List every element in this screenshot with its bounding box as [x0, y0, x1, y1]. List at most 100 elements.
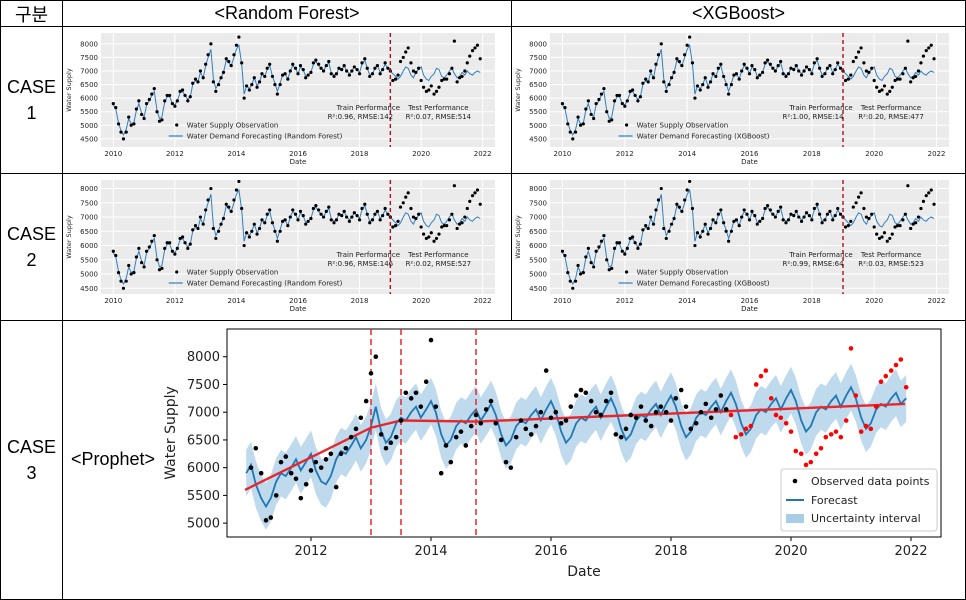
prophet-ytick-label: 6500: [187, 433, 220, 448]
chart-0-observed-point: [319, 66, 323, 70]
chart-0-observed-point: [209, 42, 213, 46]
case-1-xgb-cell: 2010 2012 2014 2016 2018 2020 2022 4500 5000 5500…: [511, 26, 966, 174]
chart-1-observed-point: [560, 101, 565, 106]
chart-2-observed-point: [216, 229, 221, 233]
chart-2-observed-point: [198, 215, 203, 219]
chart-1-observed-point: [683, 53, 687, 57]
chart-3-observed-point: [846, 224, 850, 228]
chart-0-ytick-label: 7500: [80, 54, 98, 62]
chart-0-observed-point: [324, 63, 328, 68]
prophet-observed-point: [503, 459, 509, 465]
chart-2-observed-point: [442, 224, 446, 228]
chart-1-observed-point: [818, 66, 822, 70]
chart-3-observed-point: [623, 252, 627, 256]
header-corner-label: 구분: [14, 4, 49, 25]
chart-0-observed-point: [273, 82, 277, 87]
chart-3-ytick-label: 4500: [529, 285, 547, 293]
chart-3-observed-point: [706, 232, 710, 236]
chart-2-observed-point: [458, 222, 462, 226]
case-2-number: 2: [26, 250, 37, 270]
chart-1-test-title: Test Performance: [860, 104, 921, 112]
chart-1-observed-point: [597, 97, 601, 102]
chart-2-observed-point: [163, 246, 167, 250]
prophet-test-point: [838, 434, 844, 440]
chart-2-observed-point: [329, 218, 333, 222]
prophet-observed-point: [583, 390, 589, 396]
chart-0-observed-point: [188, 95, 192, 99]
chart-0-observed-point: [406, 46, 410, 50]
chart-0-observed-point: [129, 123, 133, 127]
chart-3-observed-point: [672, 216, 676, 221]
chart-3-observed-point: [675, 202, 679, 206]
chart-2-observed-point: [193, 224, 198, 228]
chart-0-observed-point: [296, 72, 300, 76]
chart-1-observed-point: [846, 77, 850, 81]
chart-1-ytick-label: 7500: [529, 54, 547, 62]
chart-3-observed-point: [599, 239, 604, 243]
chart-2-observed-point: [373, 212, 377, 216]
prophet-observed-point: [368, 371, 374, 376]
chart-2-observed-point: [355, 214, 359, 218]
chart-1-observed-point: [732, 73, 736, 77]
chart-0-observed-point: [224, 57, 228, 61]
chart-2-observed-point: [237, 179, 241, 184]
prophet-observed-point: [393, 434, 399, 440]
chart-1-observed-point: [838, 66, 843, 70]
chart-2-observed-point: [429, 231, 433, 235]
chart-3-observed-point: [566, 271, 570, 275]
chart-3-observed-point: [882, 231, 887, 235]
chart-2-observed-point: [311, 206, 315, 211]
chart-0-observed-point: [242, 96, 246, 100]
chart-1-observed-point: [592, 116, 596, 121]
prophet-test-point: [848, 346, 854, 351]
chart-1-observed-point: [828, 63, 832, 68]
chart-3-xlabel: Date: [741, 305, 758, 313]
prophet-test-point: [823, 434, 829, 440]
chart-1-observed-point: [711, 72, 715, 76]
chart-3-observed-point: [584, 255, 588, 259]
prophet-observed-point: [628, 412, 634, 418]
chart-3-ytick-label: 7500: [529, 199, 547, 207]
chart-1-ytick-label: 5500: [529, 108, 547, 116]
chart-0-test-metrics: R²:0.07, RMSE:514: [406, 113, 472, 121]
chart-0-observed-point: [475, 43, 480, 47]
chart-1-observed-point: [929, 43, 933, 47]
chart-2-observed-point: [445, 224, 449, 228]
chart-2-observed-point: [378, 218, 382, 222]
chart-0-ytick-label: 7000: [80, 68, 98, 76]
prophet-observed-point: [483, 407, 489, 412]
chart-1-xtick-label: 2012: [616, 150, 634, 158]
chart-0-xtick-label: 2010: [104, 150, 122, 158]
prophet-legend-band-marker: [786, 514, 804, 523]
chart-1-observed-point: [786, 72, 791, 76]
chart-2-ytick-label: 5000: [80, 271, 98, 279]
case-1-rf-chart: 2010 2012 2014 2016 2018 2020 2022 4500 5000 5500…: [65, 33, 495, 166]
prophet-observed-point: [538, 409, 544, 415]
prophet-observed-point: [558, 420, 564, 426]
chart-2-observed-point: [437, 232, 441, 236]
chart-0-observed-point: [458, 76, 462, 80]
chart-1-observed-point: [581, 122, 585, 126]
prophet-test-point: [818, 445, 824, 451]
prophet-observed-point: [438, 470, 444, 476]
chart-2-observed-point: [173, 252, 177, 256]
chart-2-observed-point: [386, 212, 390, 216]
chart-2-observed-point: [319, 212, 323, 216]
chart-3-observed-point: [859, 191, 863, 195]
chart-1-observed-point: [820, 74, 824, 79]
chart-3-observed-point: [646, 226, 650, 231]
prophet-observed-point: [523, 426, 529, 432]
chart-0-observed-point: [221, 70, 226, 74]
chart-1-observed-point: [571, 137, 575, 141]
chart-2-observed-point: [468, 199, 472, 203]
chart-1-observed-point: [862, 61, 866, 65]
prophet-legend-observed: Observed data points: [811, 475, 930, 488]
chart-3-observed-point: [771, 212, 775, 216]
chart-1-observed-point: [599, 92, 604, 96]
chart-1-observed-point: [605, 110, 609, 114]
chart-1-observed-point: [680, 63, 684, 68]
chart-2-observed-point: [421, 232, 426, 236]
chart-1-observed-point: [706, 85, 710, 89]
chart-0-observed-point: [211, 80, 215, 84]
chart-3-observed-point: [722, 221, 726, 225]
